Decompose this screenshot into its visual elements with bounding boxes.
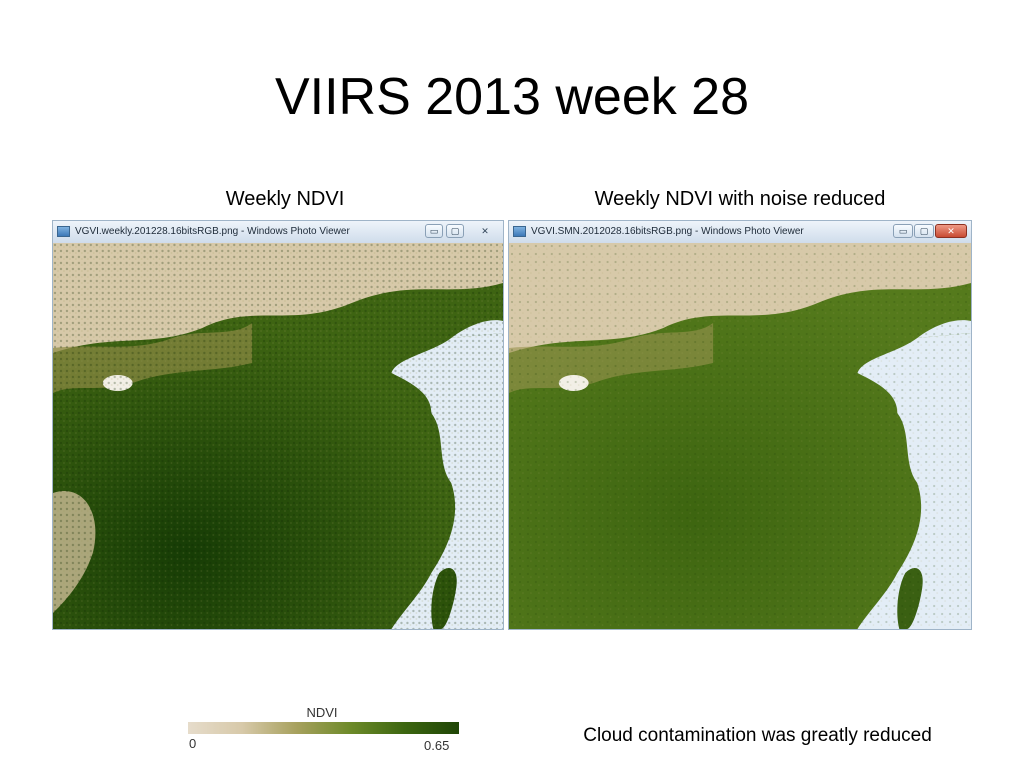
close-button[interactable]: ✕: [935, 224, 967, 238]
ndvi-color-scale: [188, 722, 459, 734]
window-titlebar[interactable]: VGVI.weekly.201228.16bitsRGB.png - Windo…: [53, 221, 503, 244]
map-image: [509, 243, 971, 629]
maximize-button[interactable]: ▢: [914, 224, 934, 238]
window-title: VGVI.weekly.201228.16bitsRGB.png - Windo…: [75, 226, 350, 237]
slide-title: VIIRS 2013 week 28: [274, 68, 750, 126]
photo-viewer-noise-reduced: VGVI.SMN.2012028.16bitsRGB.png - Windows…: [508, 220, 972, 630]
legend-max-label: 0.65: [424, 738, 450, 753]
minimize-button[interactable]: ▭: [893, 224, 913, 238]
ndvi-map-noise-reduced: [509, 243, 971, 629]
map-image: [53, 243, 503, 629]
minimize-button[interactable]: ▭: [425, 224, 443, 238]
caption-noise-reduced: Weekly NDVI with noise reduced: [594, 188, 886, 210]
legend-title: NDVI: [306, 705, 338, 720]
maximize-button[interactable]: ▢: [446, 224, 464, 238]
legend-min-label: 0: [189, 736, 197, 751]
window-title: VGVI.SMN.2012028.16bitsRGB.png - Windows…: [531, 226, 804, 237]
footnote: Cloud contamination was greatly reduced: [583, 725, 932, 746]
ndvi-map-weekly: [53, 243, 503, 629]
photo-viewer-icon: [513, 226, 526, 237]
photo-viewer-icon: [57, 226, 70, 237]
window-titlebar[interactable]: VGVI.SMN.2012028.16bitsRGB.png - Windows…: [509, 221, 971, 244]
photo-viewer-weekly: VGVI.weekly.201228.16bitsRGB.png - Windo…: [52, 220, 504, 630]
caption-weekly-ndvi: Weekly NDVI: [225, 188, 345, 210]
close-button[interactable]: ✕: [481, 226, 489, 236]
